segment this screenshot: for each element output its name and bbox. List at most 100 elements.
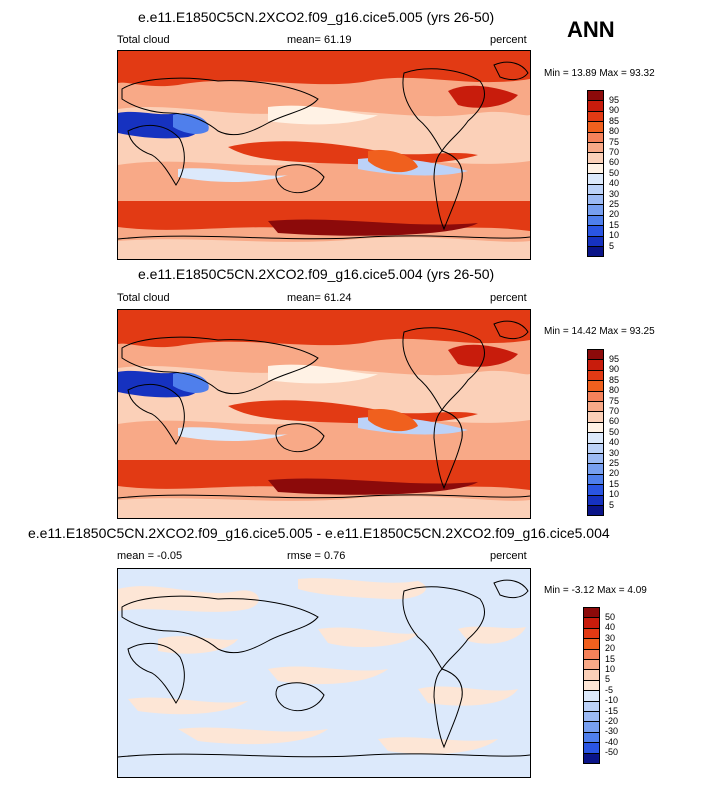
colorbar-tick-label: 5 — [609, 499, 615, 510]
colorbar-swatch — [587, 421, 604, 434]
colorbar-swatch — [587, 359, 604, 371]
colorbar-swatch — [583, 752, 600, 764]
colorbar-swatch — [587, 246, 604, 258]
colorbar-swatch — [587, 442, 604, 454]
panel2-title: e.e11.E1850C5CN.2XCO2.f09_g16.cice5.004 … — [138, 266, 495, 282]
colorbar-swatch — [583, 690, 600, 702]
panel2-map — [117, 309, 531, 519]
colorbar-swatch — [587, 463, 604, 475]
colorbar-swatch — [587, 142, 604, 154]
colorbar-swatch — [587, 390, 604, 402]
colorbar-tick-label: 95 — [609, 353, 620, 364]
colorbar-tick-label: 60 — [609, 157, 620, 168]
panel2-units-label: percent — [490, 292, 527, 304]
panel1-title: e.e11.E1850C5CN.2XCO2.f09_g16.cice5.005 … — [138, 9, 495, 25]
colorbar-swatch — [587, 235, 604, 247]
colorbar-swatch — [587, 369, 604, 382]
panel2-variable-label: Total cloud — [117, 292, 170, 304]
colorbar-tick-label: -30 — [605, 726, 619, 737]
colorbar-tick-label: 50 — [605, 611, 616, 622]
colorbar-swatch — [583, 669, 600, 681]
colorbar-tick-label: 40 — [605, 622, 616, 633]
colorbar-swatch — [587, 90, 604, 102]
colorbar-swatch — [583, 607, 600, 619]
colorbar-tick-label: 85 — [609, 374, 620, 385]
colorbar-tick-label: 30 — [609, 447, 620, 458]
colorbar-swatch — [587, 131, 604, 143]
panel3-mean-label: mean = -0.05 — [117, 550, 183, 562]
colorbar-tick-label: 95 — [609, 94, 620, 105]
colorbar-tick-label: 5 — [609, 240, 615, 251]
colorbar-tick-label: 70 — [609, 146, 620, 157]
season-label: ANN — [567, 17, 615, 42]
colorbar-tick-label: 80 — [609, 385, 620, 396]
colorbar-swatch — [587, 121, 604, 133]
colorbar-swatch — [583, 700, 600, 712]
colorbar-swatch — [587, 162, 604, 175]
colorbar-swatch — [587, 380, 604, 392]
colorbar-swatch — [583, 721, 600, 733]
colorbar-tick-label: 15 — [609, 219, 620, 230]
panel1-minmax: Min = 13.89 Max = 93.32 — [544, 68, 655, 79]
panel3-minmax: Min = -3.12 Max = 4.09 — [544, 585, 647, 596]
panel3-map — [117, 568, 531, 778]
colorbar-tick-label: 25 — [609, 198, 620, 209]
colorbar-tick-label: 75 — [609, 395, 620, 406]
colorbar-tick-label: 10 — [609, 230, 620, 241]
colorbar-swatch — [583, 731, 600, 744]
colorbar-tick-label: 60 — [609, 416, 620, 427]
colorbar-tick-label: 50 — [609, 167, 620, 178]
panel1-units-label: percent — [490, 34, 527, 46]
colorbar-swatch — [587, 225, 604, 237]
colorbar-swatch — [587, 173, 604, 185]
panel1-variable-label: Total cloud — [117, 34, 170, 46]
panel3-map-svg — [118, 569, 530, 777]
colorbar-tick-label: 10 — [609, 489, 620, 500]
colorbar-swatch — [587, 183, 604, 195]
colorbar-swatch — [583, 659, 600, 671]
colorbar-swatch — [583, 627, 600, 640]
colorbar-swatch — [587, 411, 604, 423]
colorbar-tick-label: 20 — [605, 643, 616, 654]
colorbar-swatch — [587, 194, 604, 206]
colorbar-tick-label: 75 — [609, 136, 620, 147]
colorbar-swatch — [587, 505, 604, 517]
colorbar-tick-label: 40 — [609, 178, 620, 189]
colorbar-tick-label: -15 — [605, 705, 619, 716]
colorbar-tick-label: -40 — [605, 736, 619, 747]
colorbar-swatch — [587, 204, 604, 216]
panel2-map-svg — [118, 310, 530, 518]
colorbar-tick-label: 50 — [609, 426, 620, 437]
colorbar-tick-label: 5 — [605, 674, 611, 685]
panel2-mean-label: mean= 61.24 — [287, 292, 352, 304]
colorbar-swatch — [583, 638, 600, 650]
colorbar-swatch — [587, 432, 604, 444]
colorbar-swatch — [587, 473, 604, 486]
panel1-mean-label: mean= 61.19 — [287, 34, 352, 46]
colorbar-swatch — [587, 100, 604, 112]
colorbar-tick-label: 90 — [609, 105, 620, 116]
colorbar-swatch — [587, 214, 604, 227]
panel3-units-label: percent — [490, 550, 527, 562]
colorbar-swatch — [583, 711, 600, 723]
colorbar-swatch — [587, 401, 604, 413]
colorbar-swatch — [587, 453, 604, 465]
colorbar-tick-label: 10 — [605, 663, 616, 674]
colorbar-swatch — [587, 152, 604, 164]
panel1-map — [117, 50, 531, 260]
colorbar-tick-label: 15 — [609, 478, 620, 489]
colorbar-tick-label: 25 — [609, 457, 620, 468]
colorbar-tick-label: 90 — [609, 364, 620, 375]
colorbar-tick-label: 85 — [609, 115, 620, 126]
panel2-minmax: Min = 14.42 Max = 93.25 — [544, 326, 655, 337]
colorbar-tick-label: 80 — [609, 126, 620, 137]
panel3-rmse-label: rmse = 0.76 — [287, 550, 346, 562]
colorbar-tick-label: -5 — [605, 684, 614, 695]
colorbar-swatch — [583, 679, 600, 692]
colorbar-swatch — [583, 648, 600, 660]
colorbar-swatch — [583, 617, 600, 629]
colorbar-tick-label: 70 — [609, 405, 620, 416]
colorbar-tick-label: 20 — [609, 209, 620, 220]
colorbar-tick-label: 30 — [609, 188, 620, 199]
colorbar-swatch — [587, 494, 604, 506]
